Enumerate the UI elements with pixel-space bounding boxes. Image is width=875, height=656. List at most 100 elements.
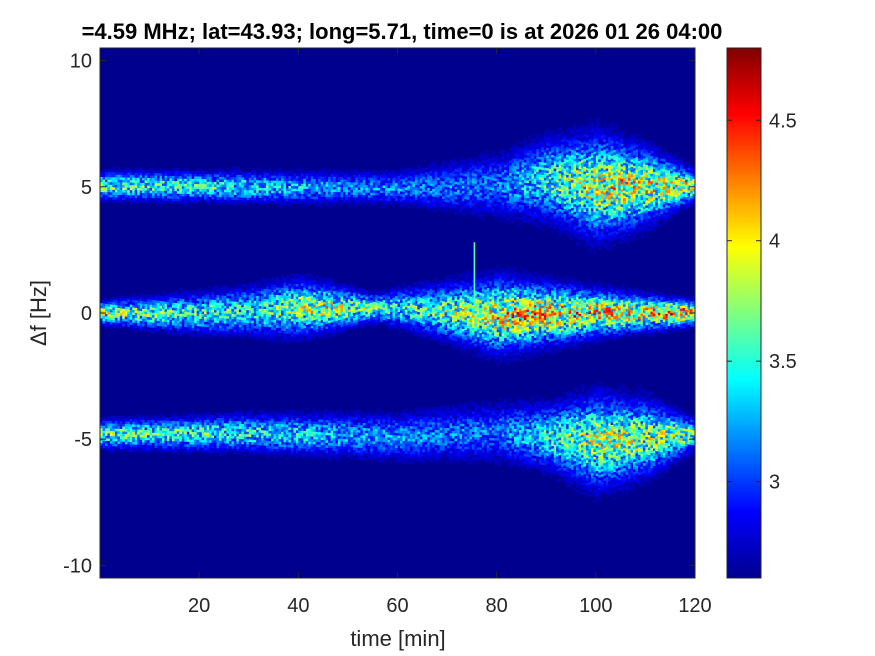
heatmap-cell: [419, 203, 423, 207]
heatmap-cell: [509, 210, 512, 214]
heatmap-cell: [650, 183, 654, 187]
heatmap-cell: [481, 190, 485, 194]
heatmap-cell: [434, 176, 438, 180]
heatmap-cell: [276, 185, 279, 189]
heatmap-cell: [610, 246, 614, 250]
heatmap-cell: [558, 158, 562, 161]
heatmap-cell: [119, 174, 123, 178]
heatmap-cell: [536, 143, 540, 147]
heatmap-cell: [630, 186, 634, 190]
heatmap-cell: [566, 202, 569, 206]
heatmap-cell: [442, 165, 445, 169]
heatmap-cell: [214, 201, 217, 205]
heatmap-cell: [288, 203, 292, 207]
heatmap-cell: [556, 204, 559, 208]
heatmap-cell: [246, 177, 250, 181]
heatmap-cell: [635, 207, 639, 211]
heatmap-cell: [372, 174, 376, 178]
heatmap-cell: [571, 134, 574, 138]
heatmap-cell: [558, 145, 562, 149]
heatmap-cell: [645, 169, 649, 173]
heatmap-cell: [409, 188, 413, 192]
heatmap-cell: [519, 207, 522, 210]
heatmap-cell: [211, 189, 215, 192]
heatmap-cell: [620, 201, 624, 205]
heatmap-cell: [598, 209, 602, 213]
heatmap-cell: [603, 199, 607, 203]
heatmap-cell: [650, 198, 654, 202]
heatmap-cell: [571, 164, 574, 168]
heatmap-cell: [660, 173, 664, 177]
heatmap-cell: [585, 223, 589, 226]
heatmap-cell: [390, 195, 393, 199]
heatmap-cell: [340, 202, 344, 205]
heatmap-cell: [536, 151, 540, 155]
heatmap-cell: [390, 187, 393, 191]
heatmap-cell: [536, 196, 540, 200]
heatmap-cell: [501, 204, 505, 208]
heatmap-cell: [571, 177, 574, 181]
heatmap-cell: [536, 179, 540, 182]
heatmap-cell: [655, 202, 659, 206]
heatmap-cell: [142, 185, 145, 188]
heatmap-cell: [313, 188, 316, 192]
heatmap-cell: [526, 185, 530, 189]
heatmap-cell: [333, 179, 336, 182]
heatmap-cell: [290, 195, 294, 199]
heatmap-cell: [521, 146, 525, 150]
heatmap-cell: [412, 204, 416, 207]
heatmap-cell: [355, 169, 359, 173]
heatmap-cell: [171, 170, 175, 174]
heatmap-cell: [571, 172, 574, 176]
heatmap-cell: [404, 202, 408, 206]
heatmap-cell: [457, 189, 460, 193]
heatmap-cell: [536, 194, 540, 197]
heatmap-cell: [640, 149, 644, 153]
heatmap-cell: [598, 197, 602, 200]
heatmap-cell: [462, 165, 465, 169]
heatmap-cell: [315, 188, 319, 192]
heatmap-cell: [224, 192, 227, 195]
heatmap-cell: [328, 189, 331, 192]
heatmap-cell: [628, 170, 631, 174]
heatmap-cell: [251, 174, 254, 178]
heatmap-cell: [129, 200, 133, 203]
heatmap-cell: [618, 132, 621, 135]
heatmap-cell: [595, 152, 599, 156]
heatmap-cell: [494, 208, 497, 212]
heatmap-cell: [484, 168, 488, 172]
heatmap-cell: [551, 180, 554, 183]
heatmap-cell: [581, 207, 584, 211]
heatmap-cell: [437, 182, 440, 186]
heatmap-cell: [350, 189, 354, 193]
heatmap-cell: [283, 185, 287, 189]
heatmap-cell: [100, 196, 103, 200]
heatmap-cell: [563, 203, 567, 207]
heatmap-cell: [417, 197, 421, 201]
heatmap-cell: [556, 164, 559, 168]
heatmap-cell: [538, 199, 542, 203]
heatmap-cell: [548, 224, 552, 228]
heatmap-cell: [422, 171, 426, 174]
heatmap-cell: [159, 188, 163, 191]
heatmap-cell: [635, 237, 639, 241]
heatmap-cell: [226, 192, 230, 195]
heatmap-cell: [422, 168, 426, 172]
heatmap-cell: [652, 176, 656, 180]
heatmap-cell: [464, 161, 468, 164]
heatmap-cell: [100, 184, 103, 188]
heatmap-cell: [474, 181, 478, 184]
heatmap-cell: [248, 174, 252, 178]
heatmap-cell: [424, 184, 428, 188]
heatmap-cell: [603, 141, 607, 145]
heatmap-cell: [655, 187, 659, 191]
heatmap-cell: [581, 212, 584, 216]
heatmap-cell: [523, 172, 527, 176]
heatmap-cell: [308, 176, 312, 179]
heatmap-cell: [335, 199, 339, 203]
heatmap-cell: [506, 154, 510, 158]
heatmap-cell: [600, 140, 604, 144]
heatmap-cell: [548, 166, 552, 170]
heatmap-cell: [521, 192, 525, 195]
heatmap-cell: [571, 212, 574, 216]
